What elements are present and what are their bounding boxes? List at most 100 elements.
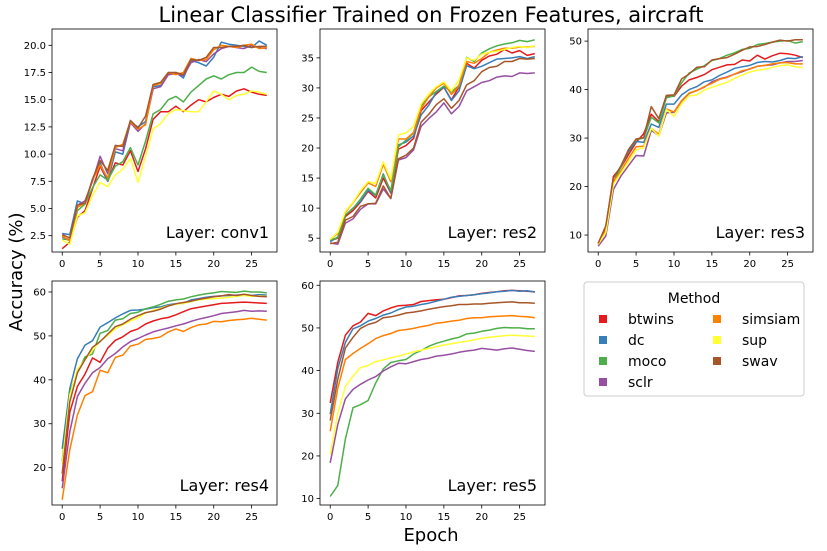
panel-label: Layer: res2	[448, 223, 537, 242]
panel-4: 10 20 30 40 50 60 0 5 10 15 20 25 Layer: res5	[301, 280, 546, 523]
x-tick-label: 5	[365, 512, 371, 523]
y-tick-label: 50	[301, 323, 314, 334]
legend-label-sclr: sclr	[628, 375, 653, 391]
panel-label: Layer: res4	[180, 476, 269, 495]
series-line-sclr	[329, 347, 535, 463]
x-tick-label: 25	[245, 259, 258, 270]
axes-frame	[319, 280, 546, 506]
series-line-moco	[62, 66, 267, 241]
x-tick-label: 20	[207, 512, 220, 523]
y-tick-label: 50	[569, 37, 582, 48]
axes-frame	[587, 28, 814, 253]
y-tick-label: 20	[33, 463, 46, 474]
panel-label: Layer: conv1	[166, 223, 269, 242]
legend-label-moco: moco	[628, 354, 666, 370]
y-tick-label: 30	[569, 134, 582, 145]
x-tick-label: 20	[475, 512, 488, 523]
series-line-moco	[61, 290, 267, 462]
panels: 2.5 5.0 7.5 10.0 12.5 15.0 17.5 20.0 0 5 10 15 20 25 L…	[24, 28, 814, 523]
y-tick-label: 15	[301, 174, 314, 185]
x-tick-label: 15	[169, 512, 182, 523]
legend: Method btwins dc moco sclr simsiam sup swav	[583, 281, 805, 397]
panel-0: 2.5 5.0 7.5 10.0 12.5 15.0 17.5 20.0 0 5 10 15 20 25 L…	[24, 28, 278, 270]
series-line-dc	[62, 40, 268, 236]
panel-1: 5 10 15 20 25 30 35 0 5 10 15 20 25 Layer: res2	[301, 28, 546, 270]
x-tick-label: 20	[743, 259, 756, 270]
series-line-moco	[597, 39, 803, 245]
x-tick-label: 15	[169, 259, 182, 270]
figure-title: Linear Classifier Trained on Frozen Feat…	[159, 3, 704, 27]
legend-swatch-dc	[599, 336, 607, 344]
axes-frame	[319, 28, 546, 253]
series-line-dc	[329, 55, 535, 243]
y-tick-label: 25	[301, 113, 314, 124]
y-tick-label: 60	[301, 281, 314, 292]
y-tick-label: 60	[33, 287, 46, 298]
axes-frame	[51, 280, 278, 506]
x-tick-label: 10	[132, 512, 145, 523]
panel-2: 10 20 30 40 50 0 5 10 15 20 25 Layer: res3	[569, 28, 814, 270]
x-tick-label: 0	[595, 259, 601, 270]
series-line-simsiam	[61, 43, 267, 242]
y-tick-label: 10	[569, 231, 582, 242]
series-line-btwins	[597, 52, 804, 244]
series-line-sup	[329, 334, 535, 455]
legend-label-simsiam: simsiam	[742, 312, 800, 328]
x-tick-label: 20	[207, 259, 220, 270]
y-tick-label: 7.5	[30, 177, 46, 188]
x-tick-label: 20	[475, 259, 488, 270]
series-line-sup	[61, 90, 268, 246]
y-tick-label: 30	[301, 409, 314, 420]
series-line-moco	[329, 39, 535, 241]
series-line-sup	[597, 64, 803, 245]
x-tick-label: 0	[327, 259, 333, 270]
y-tick-label: 40	[33, 375, 46, 386]
x-tick-label: 10	[400, 259, 413, 270]
y-tick-label: 12.5	[24, 122, 46, 133]
series-line-swav	[330, 57, 535, 245]
y-tick-label: 20	[569, 182, 582, 193]
axes-frame	[51, 28, 278, 253]
y-tick-label: 5.0	[30, 204, 46, 215]
x-tick-label: 5	[97, 259, 103, 270]
series-line-btwins	[329, 289, 535, 404]
legend-swatch-moco	[599, 357, 607, 365]
y-tick-label: 35	[301, 53, 314, 64]
panel-label: Layer: res3	[716, 223, 805, 242]
x-tick-label: 25	[781, 259, 794, 270]
series-line-moco	[329, 326, 535, 497]
panel-label: Layer: res5	[448, 476, 537, 495]
x-tick-label: 15	[437, 512, 450, 523]
y-tick-label: 10	[301, 204, 314, 215]
series-line-sup	[61, 294, 267, 465]
series-line-simsiam	[329, 314, 535, 432]
y-tick-label: 17.5	[24, 68, 46, 79]
series-line-sup	[329, 45, 535, 240]
x-tick-label: 10	[132, 259, 145, 270]
y-tick-label: 15.0	[24, 95, 46, 106]
y-axis-label: Accuracy (%)	[6, 212, 27, 331]
series-line-simsiam	[597, 61, 803, 246]
y-tick-label: 50	[33, 331, 46, 342]
legend-swatch-sup	[713, 336, 721, 344]
x-tick-label: 5	[633, 259, 639, 270]
x-tick-label: 0	[327, 512, 333, 523]
series-line-swav	[61, 44, 267, 239]
legend-label-swav: swav	[742, 354, 778, 370]
y-tick-label: 5	[308, 234, 314, 245]
y-tick-label: 20	[301, 144, 314, 155]
legend-label-sup: sup	[742, 333, 767, 349]
legend-swatch-simsiam	[713, 315, 721, 323]
y-tick-label: 10.0	[24, 150, 46, 161]
series-line-swav	[597, 38, 803, 244]
legend-swatch-btwins	[599, 315, 607, 323]
x-tick-label: 10	[400, 512, 413, 523]
series-line-simsiam	[329, 45, 535, 240]
y-tick-label: 30	[301, 83, 314, 94]
x-tick-label: 25	[513, 259, 526, 270]
y-tick-label: 10	[301, 494, 314, 505]
x-tick-label: 15	[705, 259, 718, 270]
series-line-swav	[329, 301, 535, 421]
series-line-btwins	[329, 48, 535, 242]
series-line-dc	[597, 55, 803, 245]
